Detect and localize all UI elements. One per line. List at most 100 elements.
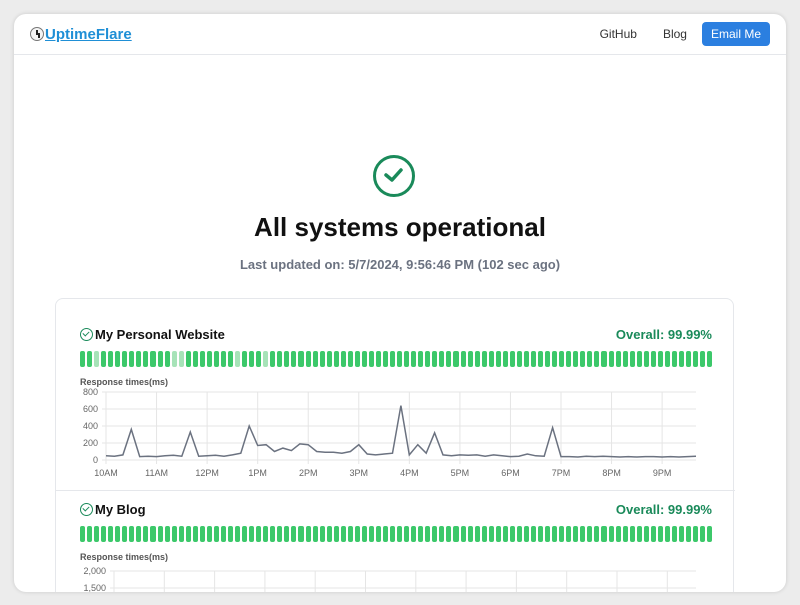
uptime-bar[interactable] (213, 526, 219, 542)
uptime-bar[interactable] (587, 526, 593, 542)
uptime-bar[interactable] (305, 351, 311, 367)
uptime-bar[interactable] (615, 351, 621, 367)
uptime-bar[interactable] (580, 351, 586, 367)
uptime-bar[interactable] (657, 526, 663, 542)
uptime-bar[interactable] (495, 526, 501, 542)
uptime-bar[interactable] (446, 526, 452, 542)
uptime-bar[interactable] (650, 526, 656, 542)
uptime-bar[interactable] (397, 526, 403, 542)
uptime-bar[interactable] (418, 351, 424, 367)
uptime-bar[interactable] (192, 351, 198, 367)
uptime-bar[interactable] (671, 351, 677, 367)
uptime-bar[interactable] (368, 526, 374, 542)
uptime-bar[interactable] (277, 526, 283, 542)
uptime-bar[interactable] (157, 351, 163, 367)
uptime-bar[interactable] (580, 526, 586, 542)
uptime-bar[interactable] (608, 526, 614, 542)
uptime-bar[interactable] (390, 351, 396, 367)
uptime-bar[interactable] (383, 526, 389, 542)
uptime-bar[interactable] (171, 526, 177, 542)
uptime-bar[interactable] (256, 351, 262, 367)
uptime-bar[interactable] (678, 351, 685, 367)
uptime-bar[interactable] (206, 526, 212, 542)
uptime-bar[interactable] (157, 526, 163, 542)
uptime-bar[interactable] (333, 526, 339, 542)
uptime-bar[interactable] (361, 351, 367, 367)
uptime-bar[interactable] (115, 351, 121, 367)
uptime-bar[interactable] (178, 351, 184, 367)
uptime-bar[interactable] (707, 351, 713, 367)
uptime-bar[interactable] (340, 351, 346, 367)
uptime-bar[interactable] (643, 351, 649, 367)
uptime-bar[interactable] (502, 526, 508, 542)
uptime-bar[interactable] (87, 351, 93, 367)
uptime-bar[interactable] (94, 526, 100, 542)
uptime-bar[interactable] (235, 351, 241, 367)
monitor-name[interactable]: My Blog (95, 501, 146, 517)
uptime-bar[interactable] (291, 526, 297, 542)
uptime-bar[interactable] (552, 351, 558, 367)
uptime-bar[interactable] (538, 526, 544, 542)
uptime-bar[interactable] (643, 526, 649, 542)
uptime-bar[interactable] (636, 526, 642, 542)
uptime-bar[interactable] (361, 526, 367, 542)
uptime-bar[interactable] (601, 526, 607, 542)
uptime-bar[interactable] (122, 351, 128, 367)
uptime-bar[interactable] (347, 351, 353, 367)
uptime-bar[interactable] (707, 526, 713, 542)
uptime-bar[interactable] (375, 351, 382, 367)
uptime-bar[interactable] (220, 526, 226, 542)
uptime-bar[interactable] (263, 351, 269, 367)
uptime-bar[interactable] (439, 351, 445, 367)
uptime-bar[interactable] (368, 351, 374, 367)
uptime-bar[interactable] (150, 351, 156, 367)
uptime-bar[interactable] (488, 351, 494, 367)
uptime-bar[interactable] (573, 526, 579, 542)
uptime-bar[interactable] (291, 351, 297, 367)
uptime-bar[interactable] (523, 526, 529, 542)
uptime-bar[interactable] (425, 351, 431, 367)
uptime-bar[interactable] (439, 526, 445, 542)
uptime-bar[interactable] (552, 526, 558, 542)
uptime-bar[interactable] (453, 526, 459, 542)
uptime-bar[interactable] (80, 526, 86, 542)
uptime-bar[interactable] (263, 526, 269, 542)
uptime-bar[interactable] (404, 526, 410, 542)
uptime-bar[interactable] (354, 351, 360, 367)
uptime-bar[interactable] (650, 351, 656, 367)
uptime-bar[interactable] (312, 526, 318, 542)
uptime-bar[interactable] (671, 526, 677, 542)
uptime-bar[interactable] (516, 526, 522, 542)
uptime-bar[interactable] (256, 526, 262, 542)
uptime-bar[interactable] (467, 526, 473, 542)
uptime-bar[interactable] (474, 526, 480, 542)
uptime-bar[interactable] (333, 351, 339, 367)
uptime-bar[interactable] (566, 351, 572, 367)
uptime-bar[interactable] (312, 351, 318, 367)
uptime-bar[interactable] (305, 526, 311, 542)
uptime-bar[interactable] (559, 351, 565, 367)
uptime-bar[interactable] (101, 351, 107, 367)
uptime-bar[interactable] (115, 526, 121, 542)
uptime-bar[interactable] (354, 526, 360, 542)
uptime-bar[interactable] (298, 526, 304, 542)
uptime-bar[interactable] (566, 526, 572, 542)
uptime-bar[interactable] (678, 526, 685, 542)
uptime-bar[interactable] (404, 351, 410, 367)
uptime-bar[interactable] (446, 351, 452, 367)
monitor-name[interactable]: My Personal Website (95, 326, 225, 342)
uptime-bar[interactable] (615, 526, 621, 542)
uptime-bar[interactable] (397, 351, 403, 367)
uptime-bar[interactable] (80, 351, 86, 367)
uptime-bar[interactable] (531, 526, 537, 542)
uptime-bar[interactable] (460, 351, 466, 367)
uptime-bar[interactable] (94, 351, 100, 367)
uptime-bar[interactable] (502, 351, 508, 367)
uptime-bar[interactable] (523, 351, 529, 367)
uptime-bar[interactable] (594, 526, 600, 542)
uptime-bar[interactable] (538, 351, 544, 367)
uptime-bar[interactable] (101, 526, 107, 542)
uptime-bar[interactable] (249, 526, 255, 542)
uptime-bar[interactable] (411, 526, 417, 542)
uptime-bar[interactable] (326, 351, 332, 367)
